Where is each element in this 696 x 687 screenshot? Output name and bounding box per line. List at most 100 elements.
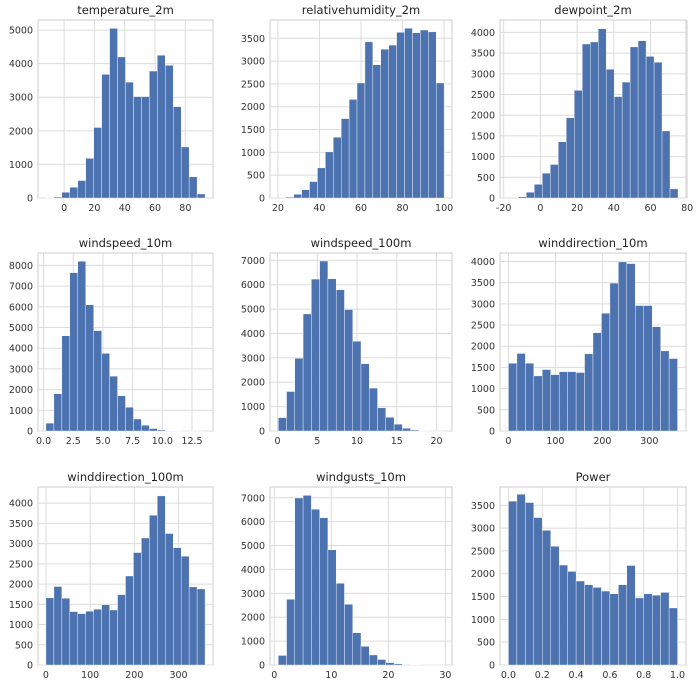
bar (660, 350, 670, 432)
bar (327, 549, 337, 666)
y-tick-label: 0 (27, 427, 33, 438)
bar (165, 65, 174, 199)
bar (558, 141, 567, 199)
x-tick-label: 0.2 (535, 670, 550, 681)
x-tick-label: 20 (272, 203, 284, 214)
y-tick-label: 2000 (471, 569, 495, 580)
x-tick-label: 15 (391, 436, 403, 447)
bar (605, 69, 615, 199)
bar (360, 646, 370, 666)
bar (613, 96, 623, 199)
bar (53, 393, 63, 432)
x-tick-label: 200 (593, 436, 611, 447)
bar (661, 130, 671, 199)
bar (69, 272, 78, 432)
bar (61, 192, 71, 199)
y-tick-label: 3000 (471, 524, 495, 535)
y-tick-label: 1000 (241, 637, 265, 648)
y-tick-label: 3000 (241, 589, 265, 600)
bar (149, 428, 158, 432)
subplot-title: Power (576, 470, 611, 484)
bar (125, 575, 134, 666)
y-tick-label: 4000 (9, 344, 33, 355)
x-tick-label: 0.6 (602, 670, 617, 681)
y-tick-label: 1000 (241, 148, 265, 159)
y-tick-label: 8000 (9, 261, 33, 272)
subplot: 0 1000 2000 3000 4000 5000 6000 7000 8000 0.0 2.5 5… (9, 236, 214, 447)
bar (69, 611, 78, 666)
bar (93, 127, 102, 199)
bar (518, 196, 527, 199)
bar (668, 358, 678, 432)
bar (567, 571, 577, 666)
bar (618, 261, 628, 432)
bar (377, 407, 387, 432)
bar (325, 151, 334, 199)
y-tick-label: 4000 (241, 329, 265, 340)
bar (85, 304, 94, 432)
x-tick-label: 80 (179, 203, 191, 214)
bar (369, 387, 378, 432)
bar (508, 362, 518, 432)
x-tick-label: 40 (313, 203, 325, 214)
bar (286, 599, 296, 666)
x-tick-label: 80 (681, 203, 693, 214)
bar (319, 260, 329, 432)
bar (621, 81, 631, 199)
x-tick-label: 40 (608, 203, 620, 214)
bar (53, 586, 63, 666)
bar (344, 309, 353, 432)
y-tick-label: 5000 (241, 305, 265, 316)
subplot: 0 1000 2000 3000 4000 5000 6000 7000 0 5 10 15 20 win… (241, 236, 453, 447)
bar (618, 584, 628, 666)
bar (550, 164, 559, 199)
y-tick-label: 500 (477, 405, 495, 416)
bar (133, 552, 142, 666)
y-tick-label: 2000 (241, 378, 265, 389)
bar (377, 659, 387, 666)
bar (660, 592, 670, 666)
y-tick-label: 6000 (9, 302, 33, 313)
x-tick-label: 60 (149, 203, 161, 214)
x-tick-label: 20 (88, 203, 100, 214)
subplot-title: windspeed_10m (79, 236, 173, 250)
y-tick-label: 2500 (471, 321, 495, 332)
x-tick-label: 20 (382, 670, 394, 681)
bar (125, 406, 134, 432)
y-tick-label: 3500 (471, 49, 495, 60)
bar (601, 312, 611, 432)
bar (626, 263, 636, 432)
bar (302, 495, 312, 666)
bar (311, 509, 320, 666)
bar (550, 546, 560, 666)
y-tick-label: 500 (477, 638, 495, 649)
subplot: 0 500 1000 1500 2000 2500 3000 3500 0.0 0.2 0.4 0.6… (471, 470, 687, 681)
bar (109, 375, 118, 432)
bar (77, 180, 86, 199)
bar (188, 586, 198, 666)
bar (333, 137, 342, 199)
y-tick-label: 1000 (9, 406, 33, 417)
bar (133, 418, 142, 432)
bar (629, 46, 639, 199)
y-tick-label: 3000 (9, 93, 33, 104)
y-tick-label: 500 (477, 173, 495, 184)
bar (558, 564, 568, 666)
bar (309, 181, 318, 199)
y-tick-label: 1000 (471, 384, 495, 395)
bar (516, 353, 526, 432)
bar (69, 187, 78, 199)
y-tick-label: 2000 (9, 126, 33, 137)
bar (109, 28, 118, 199)
x-tick-label: 1.0 (670, 670, 685, 681)
bar (157, 495, 166, 666)
bar (360, 363, 370, 432)
bar (653, 62, 663, 199)
y-tick-label: 7000 (9, 282, 33, 293)
bar (133, 96, 142, 199)
bar (533, 517, 543, 666)
bar (575, 372, 585, 432)
bar (196, 193, 206, 199)
bar (85, 158, 94, 199)
subplot-title: windgusts_10m (316, 470, 406, 484)
